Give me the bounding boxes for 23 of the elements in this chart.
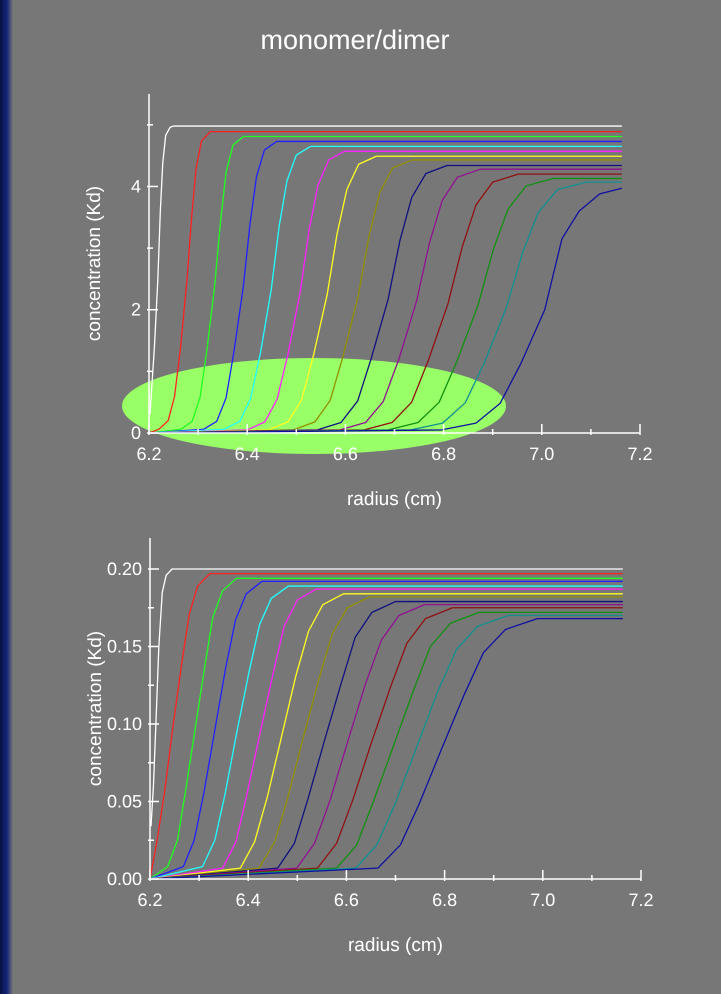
x-tick-label: 7.0 xyxy=(530,890,556,910)
x-tick-label: 7.0 xyxy=(529,444,554,464)
y-tick-label: 0.05 xyxy=(106,792,142,812)
x-axis-title: radius (cm) xyxy=(346,489,442,510)
y-tick-label: 0.20 xyxy=(106,559,142,579)
x-tick-label: 6.2 xyxy=(136,444,162,464)
y-tick-label: 4 xyxy=(130,176,141,196)
x-tick-label: 7.2 xyxy=(627,444,653,464)
x-tick-label: 6.8 xyxy=(431,444,456,464)
x-axis-title: radius (cm) xyxy=(348,935,444,956)
y-tick-label: 0.00 xyxy=(106,869,142,889)
y-tick-label: 0 xyxy=(130,423,141,443)
x-tick-label: 6.4 xyxy=(236,890,261,910)
x-tick-label: 6.8 xyxy=(432,890,458,910)
x-tick-label: 6.2 xyxy=(137,890,163,910)
chart-title: monomer/dimer xyxy=(259,25,451,56)
y-tick-label: 2 xyxy=(130,300,141,320)
x-tick-label: 7.2 xyxy=(628,890,654,910)
y-axis-title: concentration (Kd) xyxy=(85,630,106,786)
x-tick-label: 6.6 xyxy=(334,890,359,910)
y-tick-label: 0.15 xyxy=(106,636,142,656)
y-tick-label: 0.10 xyxy=(106,714,142,734)
y-axis-title: concentration (Kd) xyxy=(84,186,106,342)
